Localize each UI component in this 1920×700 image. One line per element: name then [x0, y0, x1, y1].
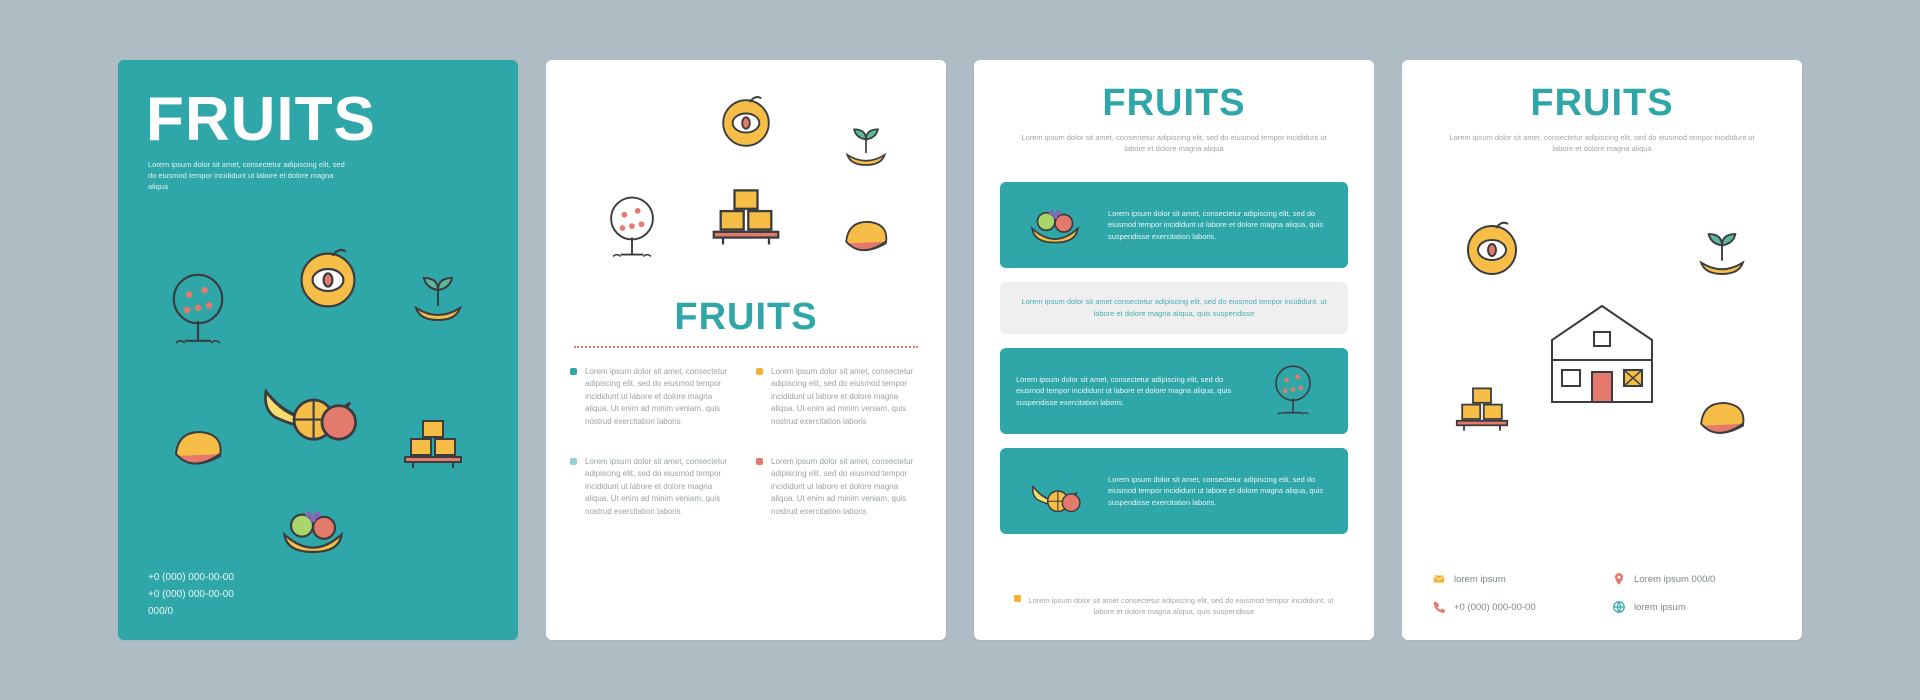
feature-card: Lorem ipsum dolor sit amet, consectetur …	[1000, 182, 1348, 268]
bullet-dot	[756, 368, 763, 375]
contact-item: Lorem ipsum 000/0	[1612, 572, 1772, 586]
bullet-text: Lorem ipsum dolor sit amet, consectetur …	[771, 366, 922, 428]
bullet-item: Lorem ipsum dolor sit amet, consectetur …	[570, 366, 736, 428]
phone-icon	[1432, 600, 1446, 614]
bananas-icon	[1016, 460, 1094, 522]
panel-2-features: FRUITS Lorem ipsum dolor sit amet, conse…	[546, 60, 946, 640]
panel3-footnote: Lorem ipsum dolor sit amet consectetur a…	[1010, 595, 1338, 618]
contact-grid: lorem ipsum Lorem ipsum 000/0 +0 (000) 0…	[1432, 572, 1772, 614]
bullet-text: Lorem ipsum dolor sit amet, consectetur …	[585, 456, 736, 518]
contact-item: lorem ipsum	[1432, 572, 1592, 586]
cover-illustration	[118, 220, 518, 580]
quote-text: Lorem ipsum dolor sit amet consectetur a…	[1021, 297, 1326, 318]
panel2-title: FRUITS	[546, 296, 946, 339]
mail-icon	[1432, 572, 1446, 586]
feature-card: Lorem ipsum dolor sit amet, consectetur …	[1000, 448, 1348, 534]
bullet-item: Lorem ipsum dolor sit amet, consectetur …	[756, 456, 922, 518]
bullet-dot	[1014, 595, 1021, 602]
panel4-illustration	[1402, 190, 1802, 490]
dotted-divider	[574, 346, 918, 348]
panel3-title: FRUITS	[974, 82, 1374, 125]
panel2-illustration	[546, 78, 946, 288]
fruit-bowl-icon	[1016, 194, 1094, 256]
bullet-item: Lorem ipsum dolor sit amet, consectetur …	[570, 456, 736, 518]
bullet-item: Lorem ipsum dolor sit amet, consectetur …	[756, 366, 922, 428]
bullet-dot	[570, 368, 577, 375]
quote-card: Lorem ipsum dolor sit amet consectetur a…	[1000, 282, 1348, 334]
card-text: Lorem ipsum dolor sit amet, consectetur …	[1016, 374, 1240, 408]
panel-1-cover: FRUITS Lorem ipsum dolor sit amet, conse…	[118, 60, 518, 640]
contact-item: +0 (000) 000-00-00	[1432, 600, 1592, 614]
contact-item: lorem ipsum	[1612, 600, 1772, 614]
contact-text: Lorem ipsum 000/0	[1634, 574, 1715, 585]
feature-card: Lorem ipsum dolor sit amet, consectetur …	[1000, 348, 1348, 434]
cover-contacts: +0 (000) 000-00-00 +0 (000) 000-00-00 00…	[148, 569, 234, 620]
globe-icon	[1612, 600, 1626, 614]
pin-icon	[1612, 572, 1626, 586]
bullet-dot	[756, 458, 763, 465]
contact-text: lorem ipsum	[1454, 574, 1506, 585]
contact-text: lorem ipsum	[1634, 602, 1686, 613]
panel3-subtext: Lorem ipsum dolor sit amet, consectetur …	[1014, 132, 1334, 155]
cover-subtext: Lorem ipsum dolor sit amet, consectetur …	[148, 160, 348, 193]
cover-title: FRUITS	[146, 84, 376, 155]
bullet-dot	[570, 458, 577, 465]
panel4-title: FRUITS	[1402, 82, 1802, 125]
phone-1: +0 (000) 000-00-00	[148, 569, 234, 586]
bullet-text: Lorem ipsum dolor sit amet, consectetur …	[585, 366, 736, 428]
bullet-text: Lorem ipsum dolor sit amet, consectetur …	[771, 456, 922, 518]
contact-text: +0 (000) 000-00-00	[1454, 602, 1536, 613]
panel-3-cards: FRUITS Lorem ipsum dolor sit amet, conse…	[974, 60, 1374, 640]
address-line: 000/0	[148, 603, 234, 620]
fruit-tree-icon	[1254, 360, 1332, 422]
card-text: Lorem ipsum dolor sit amet, consectetur …	[1108, 208, 1332, 242]
panel-4-contact: FRUITS Lorem ipsum dolor sit amet, conse…	[1402, 60, 1802, 640]
phone-2: +0 (000) 000-00-00	[148, 586, 234, 603]
bullet-columns: Lorem ipsum dolor sit amet, consectetur …	[570, 366, 922, 518]
card-stack: Lorem ipsum dolor sit amet, consectetur …	[1000, 182, 1348, 534]
card-text: Lorem ipsum dolor sit amet, consectetur …	[1108, 474, 1332, 508]
panel4-subtext: Lorem ipsum dolor sit amet, consectetur …	[1442, 132, 1762, 155]
